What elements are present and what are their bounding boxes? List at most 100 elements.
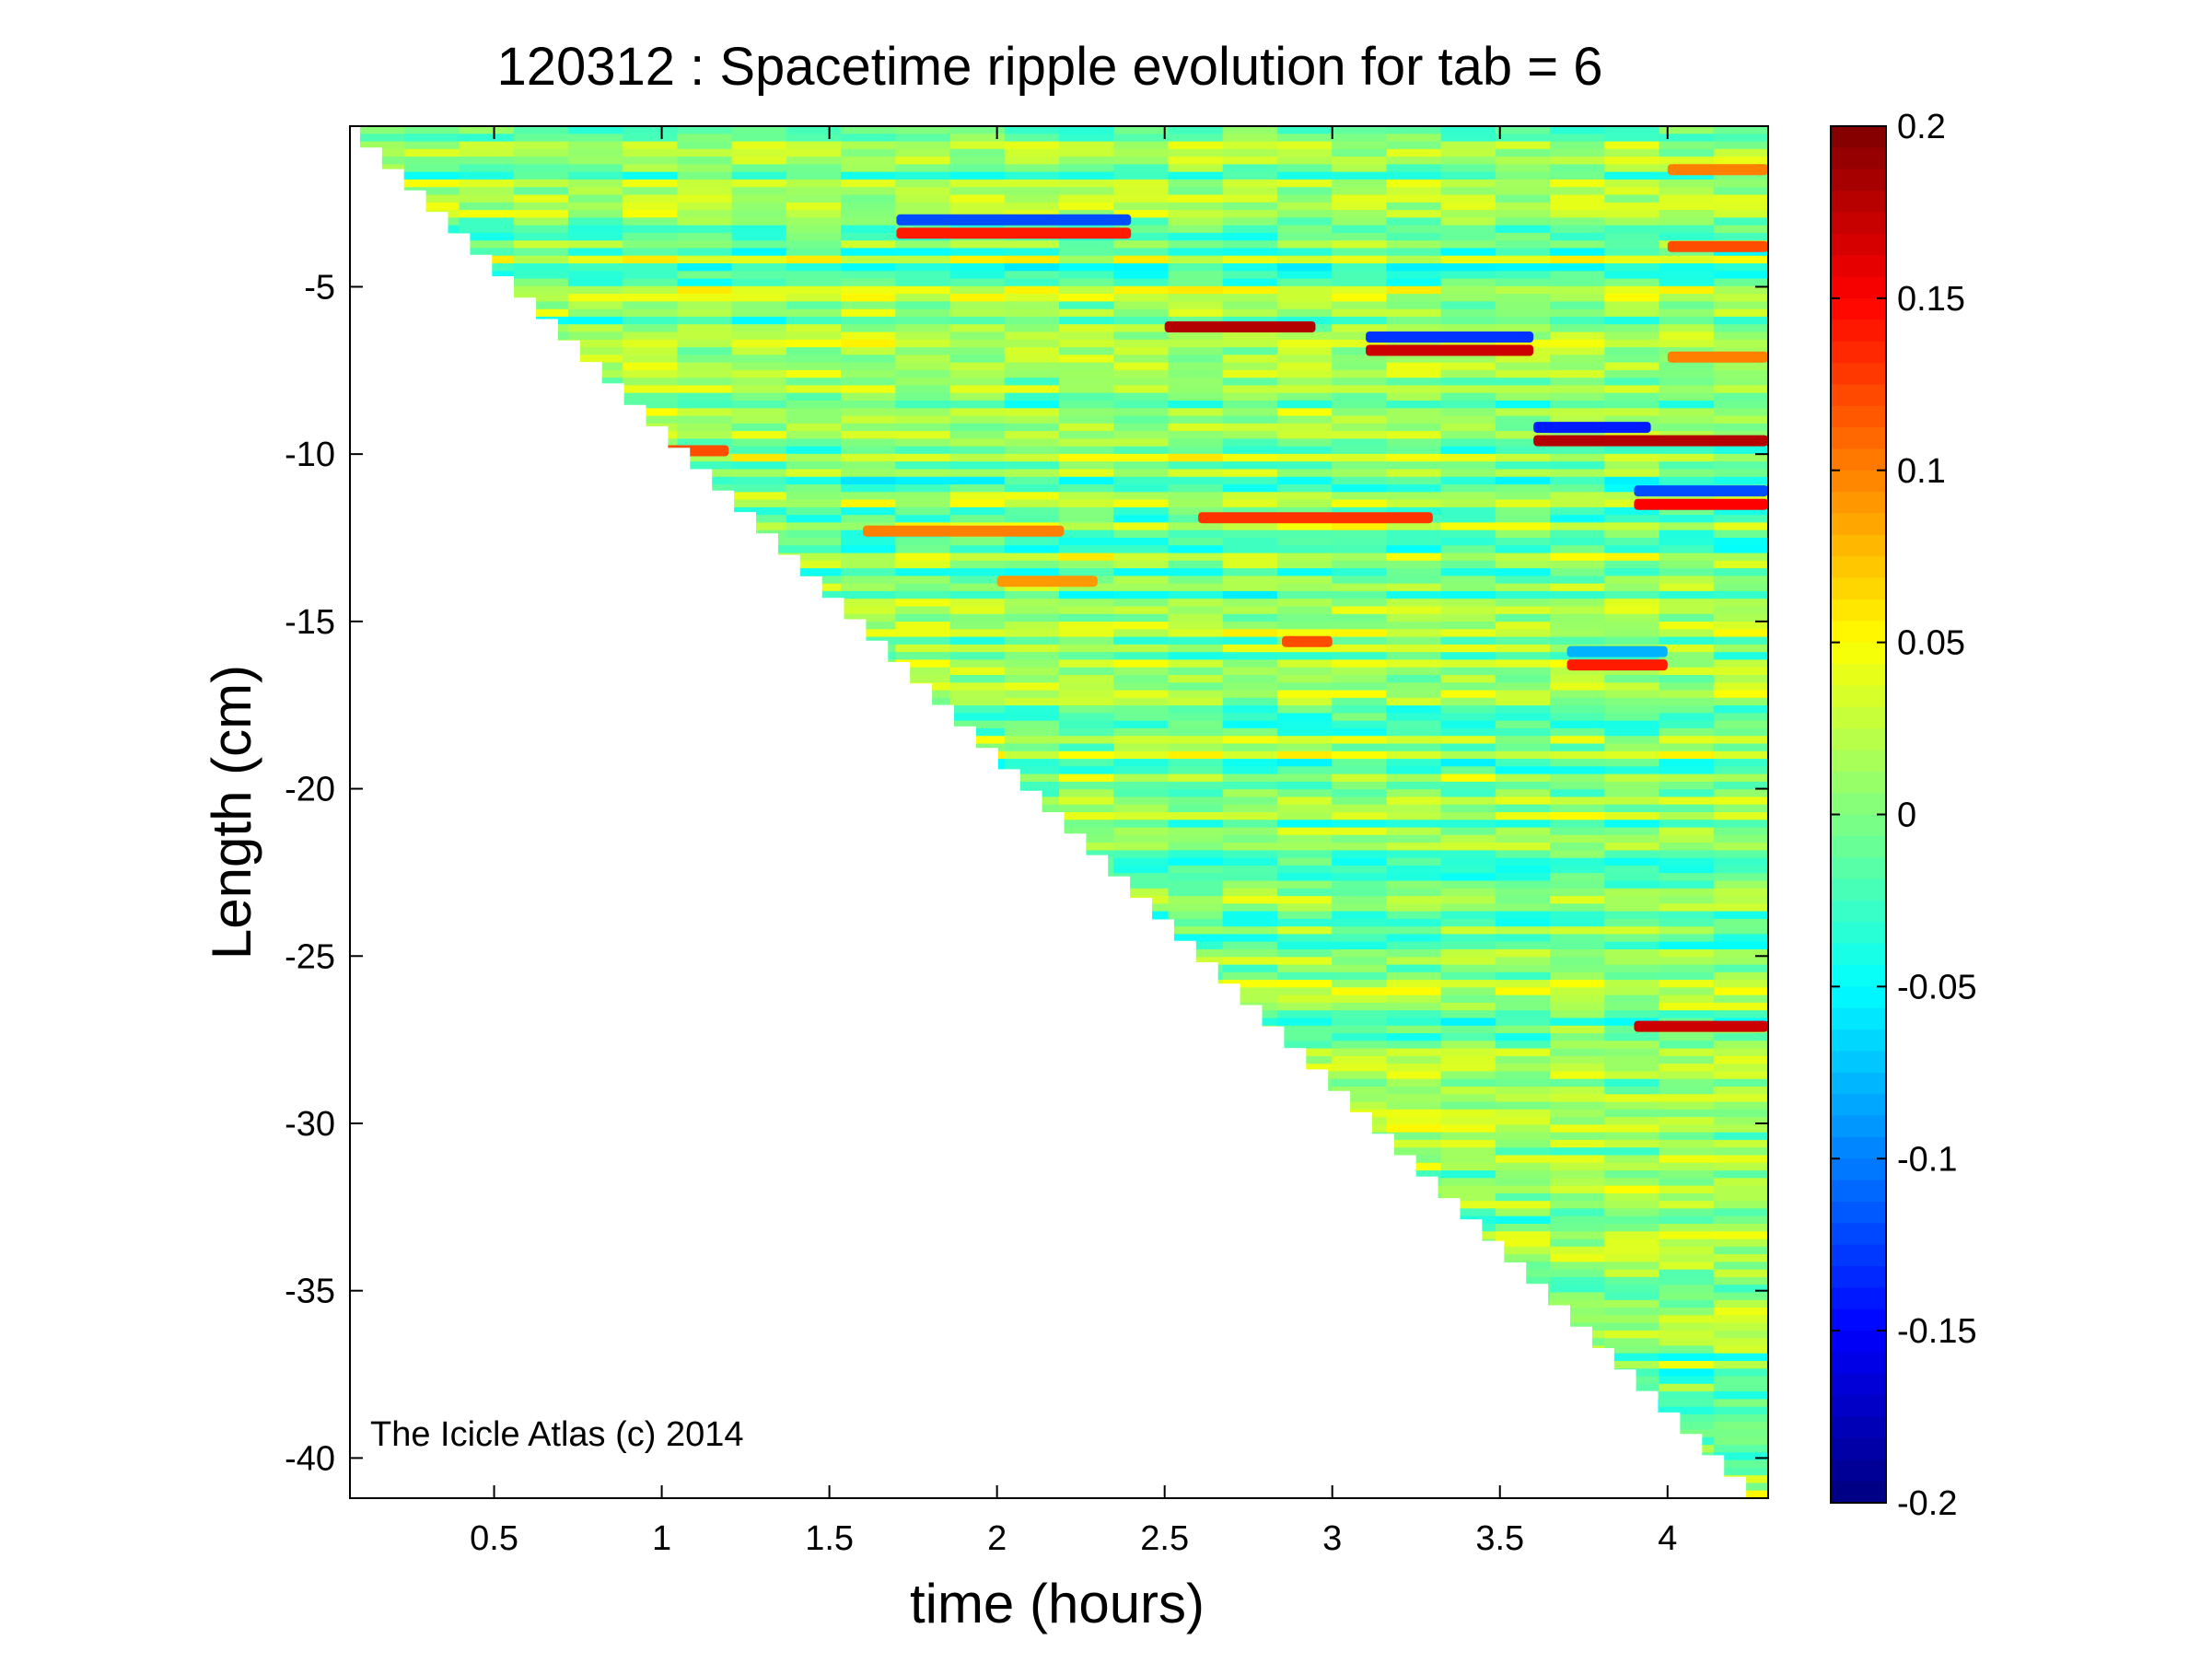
heatmap-cell — [1332, 636, 1388, 645]
heatmap-cell — [731, 126, 787, 134]
heatmap-cell — [1550, 1239, 1606, 1248]
colorbar-band — [1831, 1395, 1886, 1418]
heatmap-cell — [1276, 263, 1333, 272]
heatmap-cell — [1332, 971, 1388, 981]
heatmap-cell — [1386, 599, 1442, 608]
heatmap-cell — [841, 453, 897, 462]
heatmap-cell — [1713, 857, 1768, 866]
heatmap-cell — [1004, 347, 1060, 355]
colorbar-band — [1831, 341, 1886, 364]
heatmap-cell — [1659, 812, 1715, 820]
heatmap-cell — [1386, 308, 1442, 318]
heatmap-cell — [1059, 492, 1115, 501]
heatmap-cell — [1604, 629, 1660, 638]
heatmap-cell — [459, 148, 515, 157]
heatmap-cell — [1004, 453, 1060, 462]
heatmap-cell — [359, 157, 406, 165]
heatmap-streak — [1366, 331, 1534, 343]
heatmap-cell — [1604, 857, 1660, 866]
heatmap-cell — [1550, 187, 1606, 196]
heatmap-cell — [1004, 690, 1060, 699]
heatmap-cell — [1332, 568, 1388, 576]
heatmap-cell — [513, 248, 569, 257]
heatmap-cell — [1659, 1353, 1715, 1362]
heatmap-cell — [1113, 308, 1170, 318]
heatmap-cell — [1495, 1010, 1551, 1019]
heatmap-cell — [677, 453, 733, 462]
heatmap-cell — [1276, 850, 1333, 859]
heatmap-cell — [1386, 408, 1442, 417]
heatmap-cell — [1550, 194, 1606, 204]
heatmap-cell — [1222, 308, 1278, 318]
heatmap-cell — [1222, 484, 1278, 493]
heatmap-cell — [1440, 1064, 1496, 1073]
heatmap-cell — [459, 202, 515, 211]
heatmap-cell — [1440, 911, 1496, 920]
heatmap-cell — [949, 401, 1006, 409]
heatmap-cell — [1440, 187, 1496, 196]
heatmap-cell — [1386, 934, 1442, 943]
heatmap-cell — [1222, 957, 1278, 966]
colorbar-band — [1831, 750, 1886, 773]
heatmap-cell — [1495, 552, 1551, 562]
heatmap-cell — [1059, 134, 1115, 143]
heatmap-cell — [1332, 994, 1388, 1004]
heatmap-cell — [1386, 812, 1442, 820]
heatmap-cell — [1713, 941, 1768, 950]
heatmap-cell — [1440, 438, 1496, 448]
heatmap-cell — [1713, 865, 1768, 874]
heatmap-cell — [1059, 727, 1115, 737]
heatmap-cell — [1713, 278, 1768, 287]
heatmap-cell — [1332, 613, 1388, 622]
heatmap-cell — [1222, 713, 1278, 722]
heatmap-cell — [1713, 644, 1768, 653]
heatmap-cell — [1332, 622, 1388, 630]
heatmap-cell — [1386, 469, 1442, 478]
heatmap-cell — [1222, 827, 1278, 836]
heatmap-cell — [1004, 720, 1060, 729]
heatmap-cell — [623, 240, 679, 250]
heatmap-cell — [1659, 1322, 1715, 1332]
heatmap-cell — [949, 552, 1006, 562]
heatmap-cell — [1604, 446, 1660, 455]
heatmap-cell — [567, 232, 624, 241]
colorbar-band — [1831, 1158, 1886, 1181]
heatmap-cell — [949, 461, 1006, 471]
heatmap-cell — [1713, 1308, 1768, 1316]
heatmap-cell — [1386, 843, 1442, 851]
heatmap-cell — [895, 194, 951, 204]
heatmap-cell — [731, 362, 787, 371]
heatmap-cell — [1168, 576, 1224, 585]
heatmap-cell — [1440, 415, 1496, 424]
heatmap-cell — [1713, 652, 1768, 661]
colorbar-band — [1831, 1287, 1886, 1310]
heatmap-cell — [1713, 759, 1768, 767]
heatmap-cell — [1495, 515, 1551, 524]
heatmap-cell — [1604, 278, 1660, 287]
heatmap-cell — [1332, 1064, 1388, 1073]
heatmap-cell — [1659, 888, 1715, 897]
heatmap-cell — [731, 476, 787, 485]
heatmap-cell — [1713, 903, 1768, 913]
heatmap-cell — [1332, 148, 1388, 157]
heatmap-cell — [1550, 843, 1606, 851]
heatmap-cell — [786, 355, 842, 364]
heatmap-cell — [1168, 789, 1224, 798]
heatmap-cell — [513, 308, 569, 318]
heatmap-cell — [404, 134, 460, 143]
heatmap-cell — [1495, 880, 1551, 890]
heatmap-cell — [786, 263, 842, 272]
heatmap-cell — [1550, 957, 1606, 966]
heatmap-cell — [1059, 347, 1115, 355]
heatmap-cell — [1386, 888, 1442, 897]
colorbar-band — [1831, 276, 1886, 299]
heatmap-cell — [949, 369, 1006, 378]
heatmap-cell — [1059, 263, 1115, 272]
heatmap-cell — [1113, 401, 1170, 409]
heatmap-cell — [1495, 568, 1551, 576]
heatmap-cell — [1659, 720, 1715, 729]
heatmap-cell — [1713, 294, 1768, 302]
heatmap-cell — [1550, 446, 1606, 455]
heatmap-cell — [1332, 484, 1388, 493]
heatmap-cell — [1440, 781, 1496, 790]
